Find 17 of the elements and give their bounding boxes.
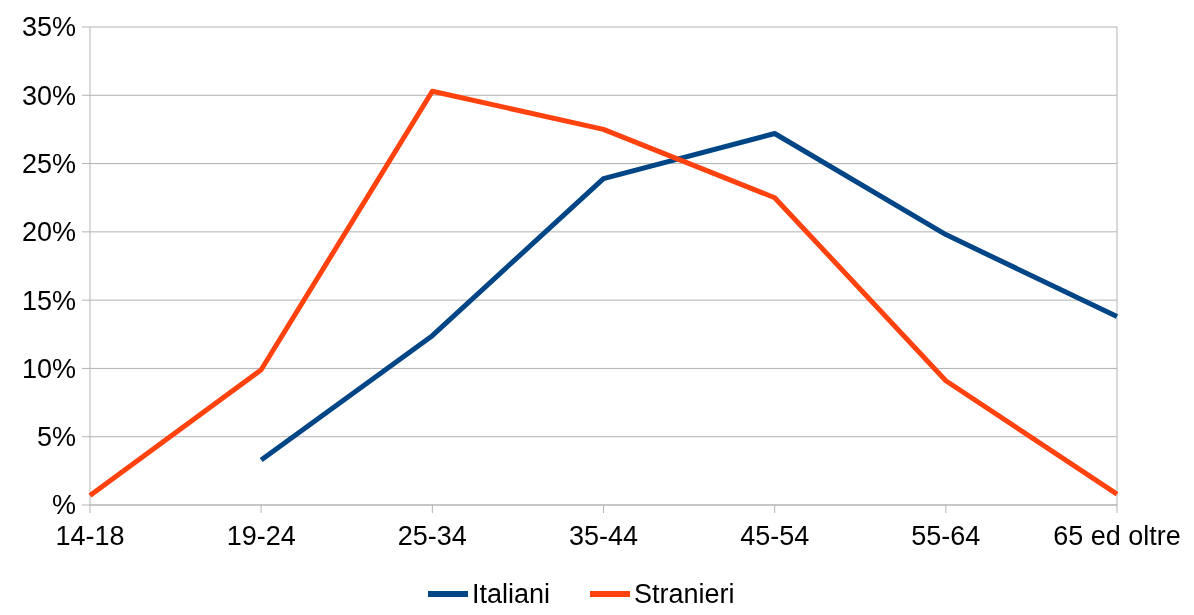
y-tick-label: 35% [21,12,76,43]
y-tick-label: 30% [21,80,76,111]
x-tick-label: 55-64 [911,521,981,551]
legend-label: Stranieri [634,579,735,609]
x-tick-label: 19-24 [226,521,296,551]
y-tick-label: 20% [21,217,76,248]
x-tick-label: 14-18 [55,521,125,551]
x-tick-label: 35-44 [568,521,639,551]
y-tick-label: 25% [21,149,76,180]
x-tick-label: 45-54 [740,521,810,551]
y-tick-label: 10% [21,353,76,384]
x-tick-label: 65 ed oltre [1053,521,1181,551]
y-tick-label: 15% [21,285,76,316]
y-tick-label: 5% [36,422,76,453]
x-tick-label: 25-34 [397,521,467,551]
legend-label: Italiani [472,579,551,609]
y-tick-label: % [51,490,76,521]
